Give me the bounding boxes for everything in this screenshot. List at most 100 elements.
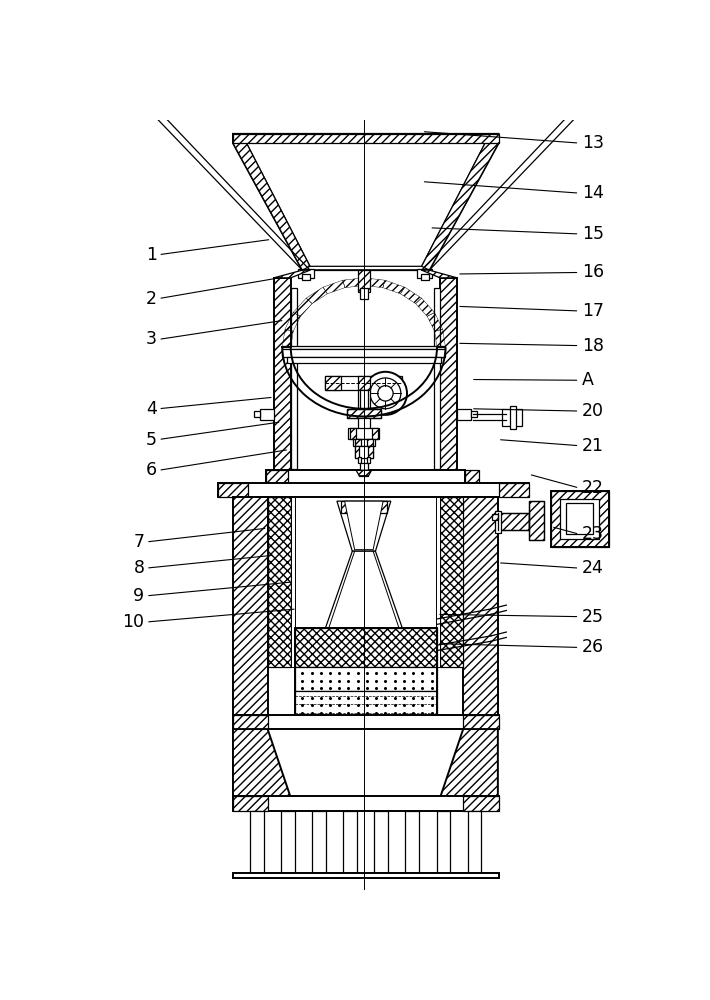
Bar bbox=[463, 497, 498, 717]
Polygon shape bbox=[344, 501, 383, 550]
Bar bbox=[233, 715, 498, 729]
Bar bbox=[471, 411, 477, 417]
Bar bbox=[492, 514, 498, 520]
Bar bbox=[325, 376, 403, 389]
Text: 8: 8 bbox=[133, 559, 144, 577]
Polygon shape bbox=[440, 729, 498, 798]
Bar bbox=[359, 470, 368, 476]
Bar bbox=[298, 269, 314, 278]
Text: 13: 13 bbox=[581, 134, 604, 152]
Bar bbox=[295, 667, 437, 691]
Bar bbox=[510, 406, 516, 429]
Bar bbox=[358, 457, 361, 463]
Text: 1: 1 bbox=[146, 246, 157, 264]
Bar bbox=[233, 134, 498, 143]
Bar bbox=[417, 269, 432, 278]
Text: 6: 6 bbox=[146, 461, 157, 479]
Text: 16: 16 bbox=[581, 263, 604, 281]
Polygon shape bbox=[233, 134, 310, 270]
Polygon shape bbox=[233, 729, 290, 798]
Bar bbox=[302, 274, 310, 280]
Bar bbox=[266, 470, 288, 484]
Bar bbox=[354, 446, 359, 458]
Text: 25: 25 bbox=[581, 608, 604, 626]
Polygon shape bbox=[422, 134, 498, 270]
Bar bbox=[312, 811, 326, 875]
Bar bbox=[281, 811, 295, 875]
Bar bbox=[217, 483, 530, 497]
Bar bbox=[368, 446, 373, 458]
Bar bbox=[434, 288, 440, 469]
Bar bbox=[371, 428, 378, 439]
Bar bbox=[567, 503, 594, 534]
Bar bbox=[349, 428, 379, 439]
Bar bbox=[358, 389, 370, 413]
Bar bbox=[347, 409, 381, 418]
Bar bbox=[290, 497, 295, 667]
Bar bbox=[354, 439, 361, 446]
Bar bbox=[253, 411, 260, 417]
Text: 4: 4 bbox=[146, 400, 157, 418]
Bar bbox=[440, 278, 457, 474]
Bar bbox=[498, 513, 529, 530]
Text: 14: 14 bbox=[581, 184, 604, 202]
Bar bbox=[233, 715, 268, 729]
Bar bbox=[354, 446, 373, 458]
Polygon shape bbox=[325, 551, 403, 628]
Bar bbox=[560, 499, 599, 539]
Bar bbox=[436, 497, 440, 667]
Polygon shape bbox=[356, 470, 371, 476]
Bar bbox=[233, 796, 498, 811]
Bar bbox=[358, 270, 370, 292]
Bar bbox=[463, 796, 498, 811]
Text: 7: 7 bbox=[133, 533, 144, 551]
Bar bbox=[283, 349, 445, 357]
Bar bbox=[360, 463, 368, 470]
Text: 3: 3 bbox=[146, 330, 157, 348]
Bar bbox=[463, 715, 498, 729]
Bar bbox=[295, 628, 437, 667]
Bar bbox=[360, 389, 368, 413]
Bar bbox=[468, 811, 481, 875]
Polygon shape bbox=[274, 270, 310, 278]
Bar bbox=[551, 491, 608, 547]
Bar bbox=[295, 628, 437, 717]
Bar bbox=[421, 274, 429, 280]
Text: 24: 24 bbox=[581, 559, 604, 577]
Bar bbox=[437, 811, 450, 875]
Bar bbox=[287, 357, 441, 363]
Bar bbox=[341, 501, 387, 513]
Text: 15: 15 bbox=[581, 225, 604, 243]
Text: A: A bbox=[581, 371, 594, 389]
Bar bbox=[457, 409, 471, 420]
Bar bbox=[367, 439, 373, 446]
Text: 22: 22 bbox=[581, 479, 604, 497]
Bar bbox=[367, 457, 370, 463]
Bar bbox=[374, 811, 388, 875]
Bar bbox=[358, 376, 370, 389]
Bar bbox=[344, 811, 357, 875]
Bar bbox=[353, 439, 375, 446]
Polygon shape bbox=[244, 139, 487, 266]
Bar bbox=[495, 511, 501, 533]
Bar bbox=[529, 501, 544, 540]
Bar bbox=[498, 483, 530, 497]
Circle shape bbox=[370, 378, 401, 409]
Text: 23: 23 bbox=[581, 525, 604, 543]
Bar bbox=[529, 501, 544, 540]
Bar bbox=[290, 288, 297, 469]
Circle shape bbox=[378, 386, 393, 401]
Bar bbox=[405, 811, 420, 875]
Bar bbox=[295, 691, 437, 717]
Bar bbox=[360, 288, 368, 299]
Bar bbox=[465, 470, 479, 484]
Bar bbox=[503, 409, 522, 426]
Circle shape bbox=[364, 372, 407, 415]
Polygon shape bbox=[233, 873, 498, 878]
Text: 17: 17 bbox=[581, 302, 604, 320]
Bar bbox=[260, 409, 274, 420]
Text: 26: 26 bbox=[581, 638, 604, 656]
Text: 5: 5 bbox=[146, 431, 157, 449]
Text: 10: 10 bbox=[122, 613, 144, 631]
Bar bbox=[283, 346, 445, 349]
